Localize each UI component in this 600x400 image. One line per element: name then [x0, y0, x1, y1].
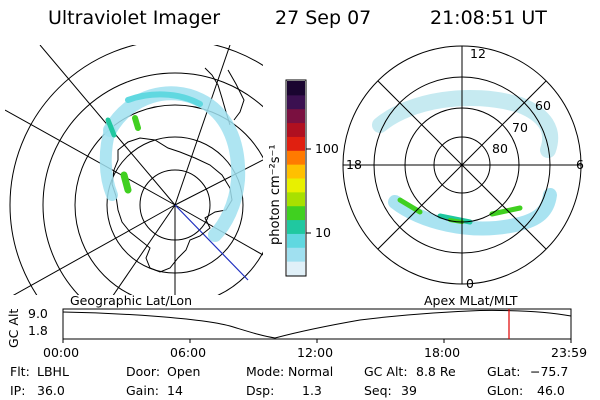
mlt-label-6: 6: [576, 157, 584, 172]
door-label: Door:: [126, 364, 161, 379]
colorbar-segment: [287, 108, 305, 124]
colorbar-segment: [287, 164, 305, 179]
colorbar-segment: [287, 261, 305, 276]
altitude-ylabel: GC Alt: [6, 308, 21, 348]
gcalt-label: GC Alt:: [364, 364, 408, 379]
glon-label: GLon:: [487, 383, 524, 398]
colorbar-segment: [287, 122, 305, 137]
colorbar-segment: [287, 205, 305, 221]
instrument-title: Ultraviolet Imager: [48, 7, 221, 29]
colorbar-unit-label: photon cm⁻²s⁻¹: [268, 144, 283, 245]
gain-label: Gain:: [126, 383, 159, 398]
colorbar-segment: [287, 81, 305, 96]
colorbar: [285, 79, 311, 277]
geo-aurora-oval: [99, 86, 246, 242]
satellite-track-line: [174, 204, 249, 281]
altitude-curve: [62, 309, 572, 339]
geographic-map-label: Geographic Lat/Lon: [70, 293, 192, 308]
observation-time: 21:08:51 UT: [430, 7, 547, 29]
mode-label: Mode:: [246, 364, 285, 379]
antarctica-coastline: [111, 137, 233, 273]
mlat-label-70: 70: [512, 120, 528, 135]
colorbar-segment: [287, 233, 305, 248]
colorbar-label-100: 100: [315, 141, 339, 156]
altitude-x-ticks: [62, 339, 572, 343]
colorbar-segment: [287, 178, 305, 193]
colorbar-segment: [287, 219, 305, 234]
altitude-ytick-1-8: 1.8: [28, 323, 48, 338]
seq-label: Seq:: [364, 383, 392, 398]
antarctic-peninsula: [227, 69, 245, 121]
colorbar-segment: [287, 136, 305, 151]
colorbar-segment: [287, 247, 305, 262]
magnetic-map-label: Apex MLat/MLT: [424, 293, 518, 308]
glat-value: −75.7: [530, 364, 569, 379]
ip-value: 36.0: [37, 383, 65, 398]
mlt-label-0: 0: [466, 276, 474, 291]
observation-date: 27 Sep 07: [275, 7, 372, 29]
mlat-label-80: 80: [492, 141, 508, 156]
filter-value: LBHL: [37, 364, 69, 379]
altitude-xtick-0600: 06:00: [170, 345, 207, 360]
gain-value: 14: [167, 383, 183, 398]
colorbar-frame: [285, 79, 307, 277]
altitude-plot-frame: [62, 308, 572, 340]
dsp-label: Dsp:: [246, 383, 275, 398]
colorbar-segment: [287, 150, 305, 165]
glat-label: GLat:: [487, 364, 521, 379]
colorbar-label-10: 10: [315, 225, 331, 240]
magnetic-map: [342, 45, 582, 285]
mlt-label-12: 12: [470, 46, 486, 61]
altitude-ytick-9: 9.0: [28, 306, 48, 321]
altitude-xtick-1800: 18:00: [424, 345, 461, 360]
mode-value: Normal: [288, 364, 334, 379]
filter-label: Flt:: [10, 364, 30, 379]
geographic-map: [5, 45, 263, 295]
altitude-xtick-1200: 12:00: [297, 345, 334, 360]
seq-value: 39: [401, 383, 417, 398]
mlat-label-60: 60: [535, 98, 551, 113]
mlt-label-18: 18: [346, 157, 362, 172]
altitude-xtick-0000: 00:00: [43, 345, 80, 360]
glon-value: 46.0: [537, 383, 565, 398]
colorbar-segment: [287, 94, 305, 110]
altitude-xtick-2359: 23:59: [551, 345, 588, 360]
mag-grid: [342, 45, 582, 285]
door-value: Open: [167, 364, 201, 379]
ip-label: IP:: [10, 383, 26, 398]
geo-meridians: [5, 45, 263, 295]
dsp-value: 1.3: [302, 383, 322, 398]
gcalt-value: 8.8 Re: [416, 364, 456, 379]
altitude-plot: [62, 308, 572, 343]
colorbar-segment: [287, 191, 305, 207]
